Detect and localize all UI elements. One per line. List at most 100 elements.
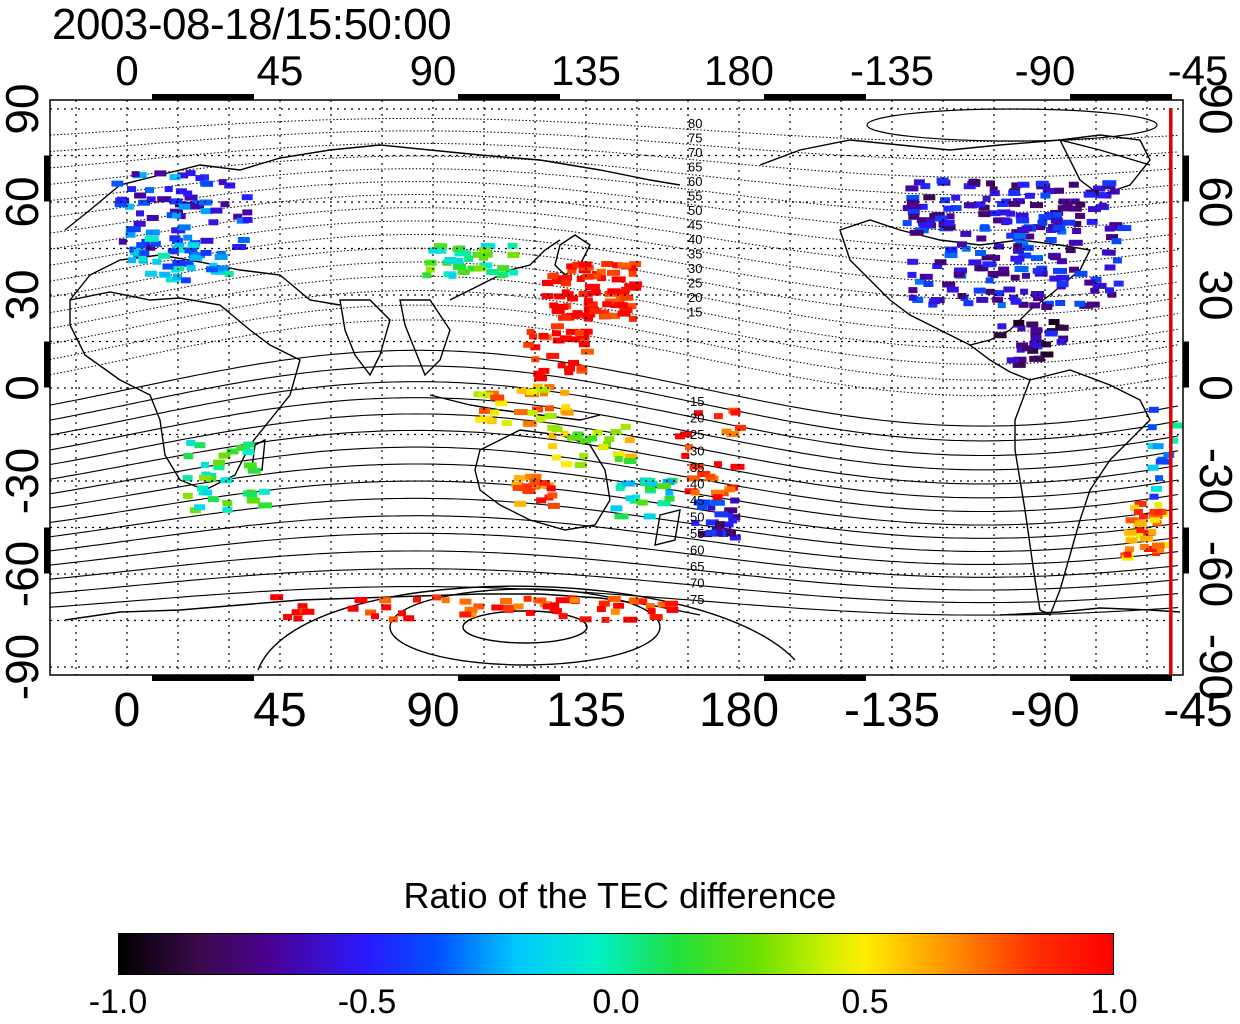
- tec-patch: [222, 500, 233, 507]
- tec-patch: [1068, 205, 1082, 212]
- coastline: [69, 291, 301, 491]
- contour-line: [49, 142, 1179, 178]
- grid-lines: [50, 100, 1183, 675]
- tec-patch: [555, 597, 570, 604]
- map-frame: [49, 99, 1184, 676]
- tec-patch: [167, 248, 179, 255]
- tec-patch: [1056, 274, 1070, 281]
- tec-patch: [621, 286, 631, 293]
- tec-patch: [180, 277, 191, 284]
- tec-patch: [1040, 192, 1051, 199]
- tec-patch: [1086, 301, 1100, 308]
- coastline: [839, 219, 1092, 346]
- tec-patch: [172, 260, 186, 266]
- tec-patch: [1026, 321, 1039, 328]
- tec-patch: [561, 280, 572, 287]
- tec-patch: [513, 603, 524, 610]
- tec-patch: [1075, 212, 1086, 219]
- tec-patch: [666, 606, 679, 613]
- tec-patch: [624, 437, 635, 444]
- tec-patch: [582, 273, 594, 280]
- tec-patch: [944, 252, 958, 259]
- tec-patch: [379, 597, 392, 604]
- tec-patch: [711, 489, 724, 496]
- tec-patch: [1109, 222, 1123, 229]
- contour-line: [49, 497, 1179, 553]
- tec-patch: [705, 529, 717, 536]
- tec-patch: [602, 301, 613, 308]
- tec-patch: [1017, 325, 1026, 332]
- tec-patch: [527, 483, 540, 490]
- tec-patch: [946, 213, 955, 220]
- tec-patch: [1068, 239, 1083, 246]
- tec-patch: [1008, 190, 1021, 196]
- coastline: [399, 299, 451, 377]
- tec-patch: [154, 170, 167, 177]
- tec-patch: [590, 289, 601, 296]
- tec-patch: [1050, 217, 1063, 224]
- tec-patch: [186, 440, 196, 446]
- contour-line: [49, 220, 1179, 283]
- contour-line: [49, 168, 1179, 214]
- tec-patch: [1049, 254, 1060, 261]
- tec-patch: [1053, 212, 1062, 219]
- tec-patch: [649, 614, 663, 621]
- tec-patch: [548, 443, 558, 450]
- tec-patch: [693, 499, 702, 506]
- bottom-lon-tick: -135: [843, 684, 941, 737]
- tec-patch: [907, 271, 917, 278]
- tec-patch: [571, 336, 581, 343]
- tec-patch: [157, 196, 172, 203]
- tec-patch: [1009, 294, 1019, 301]
- tec-patch: [599, 443, 609, 450]
- coastline: [339, 299, 391, 377]
- tec-patch: [1024, 192, 1035, 199]
- tec-patch: [145, 187, 154, 194]
- tec-patch: [413, 596, 421, 603]
- tec-patch: [726, 530, 736, 537]
- tec-patch: [425, 266, 435, 273]
- tec-patch: [568, 359, 580, 366]
- tec-patch: [908, 287, 918, 294]
- coastline: [251, 438, 266, 471]
- tec-patch: [424, 259, 437, 266]
- tec-patch: [928, 301, 938, 308]
- tec-patch: [388, 616, 398, 623]
- axis-bar: [458, 675, 560, 681]
- tec-patch: [1018, 301, 1029, 308]
- tec-patch: [1135, 532, 1146, 539]
- contour-line: [49, 130, 1179, 160]
- tec-patch: [730, 463, 745, 470]
- tec-patch: [936, 177, 949, 184]
- top-lon-tick: 180: [703, 47, 775, 94]
- tec-patch: [522, 488, 536, 494]
- tec-patch: [124, 203, 134, 210]
- tec-patch: [170, 208, 183, 215]
- tec-patch: [1068, 181, 1079, 188]
- tec-patch: [989, 190, 1000, 197]
- tec-patch: [531, 406, 543, 413]
- bottom-lon-tick: 90: [406, 684, 460, 737]
- tec-patch: [596, 606, 606, 613]
- tec-patch: [998, 266, 1010, 273]
- tec-patch: [1098, 202, 1107, 209]
- tec-patch: [1140, 535, 1153, 542]
- tec-patch: [1012, 361, 1026, 368]
- contour-label-south: 30: [690, 444, 704, 459]
- tec-patch: [710, 530, 723, 537]
- tec-patch: [473, 603, 485, 610]
- tec-patch: [1061, 205, 1070, 212]
- tec-patch: [293, 615, 303, 622]
- tec-patch: [617, 310, 631, 317]
- axis-bar: [44, 155, 50, 202]
- tec-patch: [435, 247, 447, 254]
- tec-patch: [182, 492, 193, 499]
- tec-patch: [500, 598, 513, 604]
- tec-patch: [944, 219, 955, 226]
- tec-patch: [576, 333, 590, 340]
- tec-patch: [1030, 335, 1042, 342]
- tec-patch: [454, 250, 464, 257]
- tec-patch: [127, 186, 136, 193]
- contour-line: [49, 568, 1179, 604]
- magnetic-latitude-contours: [49, 108, 1179, 671]
